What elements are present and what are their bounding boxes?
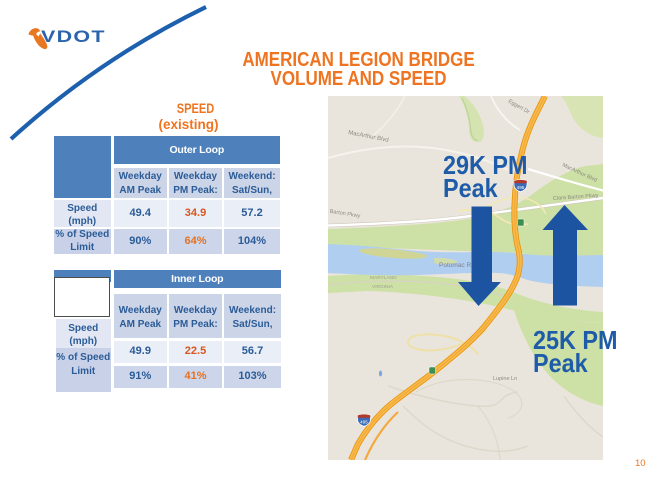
svg-text:495: 495 <box>517 185 525 190</box>
svg-text:Lupine Ln: Lupine Ln <box>493 376 517 382</box>
svg-text:MARYLAND: MARYLAND <box>370 275 397 281</box>
svg-text:495: 495 <box>360 420 368 425</box>
svg-text:VIRGINIA: VIRGINIA <box>372 284 394 290</box>
svg-text:Potomac R: Potomac R <box>439 262 471 269</box>
svg-text:a Barton Pkwy: a Barton Pkwy <box>328 208 361 220</box>
svg-text:Clara Barton Pkwy: Clara Barton Pkwy <box>553 193 599 202</box>
